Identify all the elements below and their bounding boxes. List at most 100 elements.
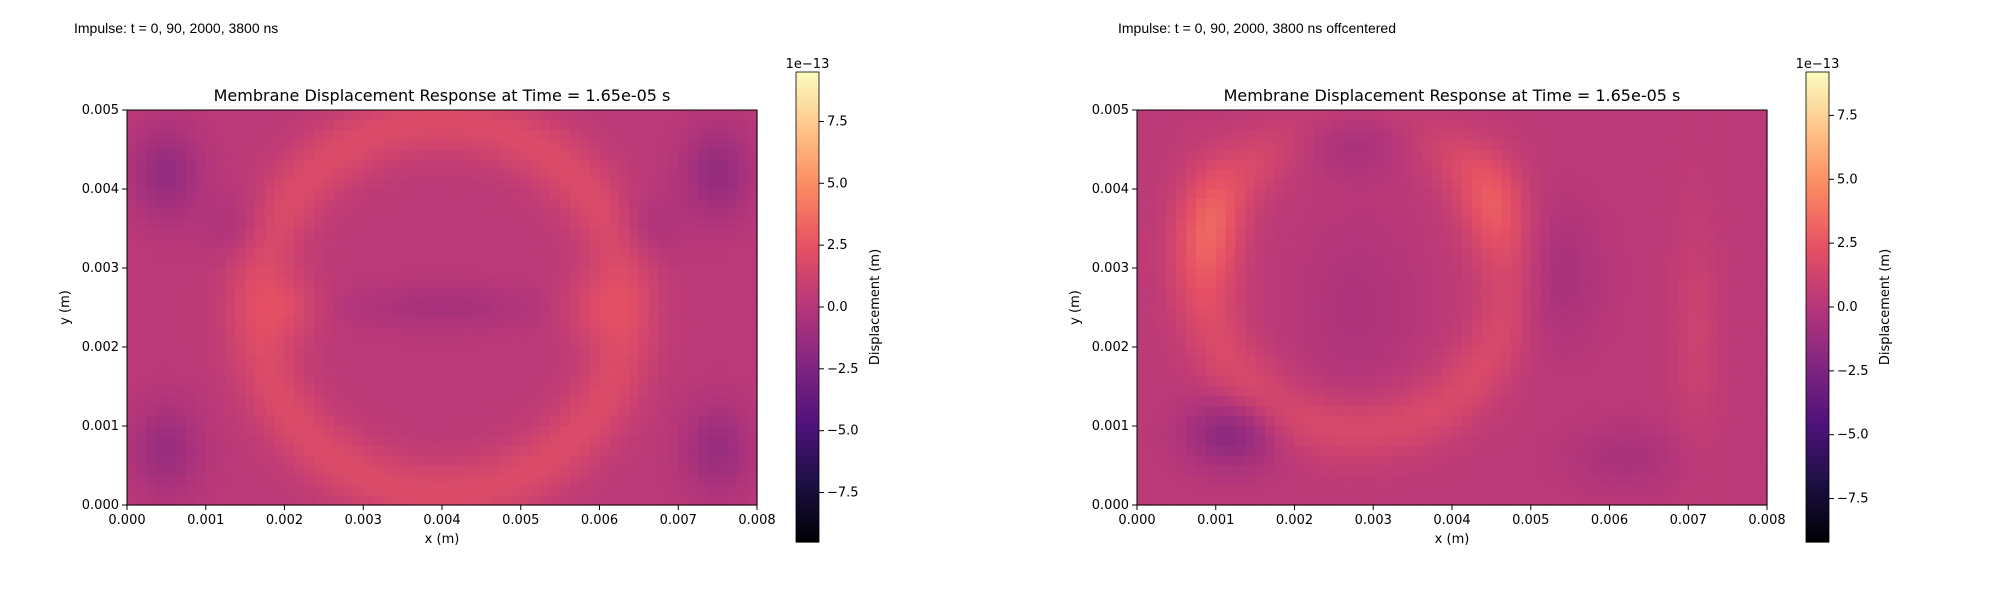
heatmap-cell: [1461, 179, 1473, 190]
heatmap-cell: [314, 317, 325, 328]
heatmap-cell: [195, 110, 207, 121]
heatmap-cell: [569, 169, 581, 180]
heatmap-cell: [1471, 297, 1483, 309]
heatmap-cell: [215, 189, 227, 200]
heatmap-cell: [1176, 406, 1187, 417]
heatmap-cell: [1511, 337, 1522, 348]
heatmap-cell: [1540, 307, 1552, 318]
heatmap-cell: [264, 317, 276, 328]
heatmap-cell: [658, 149, 670, 160]
heatmap-cell: [569, 416, 581, 427]
heatmap-cell: [136, 149, 148, 160]
heatmap-cell: [688, 198, 699, 210]
colorbar-segment: [796, 451, 819, 457]
heatmap-cell: [274, 366, 286, 378]
heatmap-cell: [688, 455, 699, 467]
heatmap-cell: [1530, 189, 1542, 200]
heatmap-cell: [1432, 307, 1443, 318]
heatmap-cell: [373, 268, 384, 279]
heatmap-cell: [1412, 277, 1424, 289]
heatmap-cell: [1176, 139, 1187, 151]
heatmap-cell: [1274, 228, 1286, 239]
heatmap-cell: [1481, 277, 1492, 289]
heatmap-cell: [304, 169, 315, 180]
heatmap-cell: [1245, 179, 1256, 190]
heatmap-cell: [274, 445, 286, 457]
colorbar-segment: [796, 518, 819, 524]
heatmap-cell: [146, 149, 158, 160]
heatmap-cell: [1422, 179, 1433, 190]
heatmap-cell: [1166, 287, 1177, 299]
heatmap-cell: [1461, 238, 1473, 249]
heatmap-cell: [274, 228, 286, 239]
heatmap-cell: [1619, 159, 1630, 170]
heatmap-cell: [1205, 139, 1217, 151]
heatmap-cell: [432, 277, 443, 289]
heatmap-cell: [156, 426, 167, 437]
heatmap-cell: [648, 465, 660, 476]
heatmap-cell: [1461, 218, 1473, 230]
heatmap-cell: [1658, 189, 1670, 200]
heatmap-cell: [1137, 455, 1148, 467]
heatmap-cell: [520, 268, 532, 279]
heatmap-cell: [1747, 347, 1758, 358]
heatmap-cell: [254, 416, 266, 427]
heatmap-cell: [560, 347, 571, 358]
heatmap-cell: [1579, 119, 1591, 131]
heatmap-cell: [1727, 406, 1739, 417]
heatmap-cell: [1196, 317, 1207, 328]
heatmap-cell: [156, 208, 167, 220]
heatmap-cell: [1383, 376, 1394, 388]
heatmap-cell: [1363, 139, 1374, 151]
heatmap-cell: [1186, 455, 1197, 467]
colorbar-segment: [796, 303, 819, 308]
colorbar-segment: [796, 267, 819, 273]
heatmap-cell: [1629, 258, 1640, 269]
heatmap-cell: [1176, 189, 1187, 200]
heatmap-cell: [323, 327, 335, 338]
heatmap-cell: [1353, 258, 1365, 269]
heatmap-cell: [1599, 426, 1611, 437]
heatmap-cell: [422, 455, 433, 467]
heatmap-cell: [1737, 198, 1748, 210]
heatmap-cell: [1412, 238, 1424, 249]
heatmap-cell: [1255, 376, 1266, 388]
heatmap-cell: [747, 228, 758, 239]
heatmap-cell: [1658, 139, 1670, 151]
heatmap-cell: [442, 277, 453, 289]
heatmap-cell: [1560, 337, 1571, 348]
heatmap-cell: [697, 238, 709, 249]
heatmap-cell: [235, 129, 246, 141]
heatmap-cell: [1245, 238, 1256, 249]
heatmap-cell: [1146, 455, 1158, 467]
heatmap-cell: [461, 337, 473, 348]
heatmap-cell: [1530, 277, 1542, 289]
heatmap-cell: [156, 189, 167, 200]
heatmap-cell: [579, 426, 591, 437]
heatmap-cell: [1264, 445, 1276, 457]
heatmap-cell: [1392, 169, 1404, 180]
heatmap-cell: [274, 327, 286, 338]
heatmap-cell: [225, 495, 236, 506]
heatmap-cell: [510, 495, 522, 506]
caption-left: Impulse: t = 0, 90, 2000, 3800 ns: [74, 20, 279, 36]
heatmap-cell: [1757, 356, 1768, 368]
heatmap-cell: [1392, 218, 1404, 230]
heatmap-cell: [363, 149, 374, 160]
heatmap-cell: [540, 495, 551, 506]
heatmap-cell: [1698, 317, 1709, 328]
heatmap-cell: [707, 277, 719, 289]
heatmap-cell: [1707, 139, 1719, 151]
heatmap-cell: [1304, 189, 1315, 200]
heatmap-cell: [442, 139, 453, 151]
heatmap-cell: [412, 376, 423, 388]
heatmap-cell: [1412, 416, 1424, 427]
heatmap-cell: [579, 228, 591, 239]
heatmap-cell: [284, 347, 295, 358]
heatmap-cell: [1599, 287, 1611, 299]
heatmap-cell: [274, 287, 286, 299]
heatmap-cell: [1698, 248, 1709, 259]
heatmap-cell: [1176, 159, 1187, 170]
heatmap-cell: [1215, 297, 1227, 309]
heatmap-cell: [1225, 307, 1237, 318]
